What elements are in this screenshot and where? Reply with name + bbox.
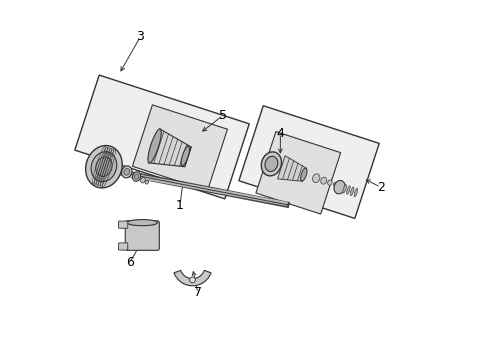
Polygon shape xyxy=(174,270,211,286)
Ellipse shape xyxy=(300,168,306,181)
Polygon shape xyxy=(239,106,379,219)
Ellipse shape xyxy=(147,129,161,163)
Ellipse shape xyxy=(181,146,189,166)
Text: 2: 2 xyxy=(376,181,384,194)
Ellipse shape xyxy=(91,152,117,182)
Ellipse shape xyxy=(85,145,122,188)
Ellipse shape xyxy=(327,180,331,185)
Polygon shape xyxy=(75,75,249,199)
Text: 4: 4 xyxy=(276,127,284,140)
Polygon shape xyxy=(148,129,191,167)
Ellipse shape xyxy=(122,166,132,178)
Polygon shape xyxy=(255,132,340,214)
Ellipse shape xyxy=(261,152,281,176)
Ellipse shape xyxy=(140,177,145,183)
Ellipse shape xyxy=(342,186,343,188)
Ellipse shape xyxy=(132,172,140,181)
Ellipse shape xyxy=(127,220,157,226)
Ellipse shape xyxy=(123,168,129,175)
Text: 6: 6 xyxy=(125,256,133,269)
Ellipse shape xyxy=(145,180,148,184)
Ellipse shape xyxy=(349,187,353,195)
Text: 1: 1 xyxy=(176,199,183,212)
Text: 5: 5 xyxy=(219,109,226,122)
Ellipse shape xyxy=(134,174,139,179)
FancyBboxPatch shape xyxy=(118,221,127,228)
Polygon shape xyxy=(277,156,306,181)
Ellipse shape xyxy=(320,177,326,184)
Ellipse shape xyxy=(338,185,340,187)
Text: 3: 3 xyxy=(136,30,144,43)
Ellipse shape xyxy=(353,188,357,197)
Ellipse shape xyxy=(264,156,277,171)
Circle shape xyxy=(189,277,195,283)
Ellipse shape xyxy=(312,174,319,183)
Ellipse shape xyxy=(342,185,346,193)
Text: 7: 7 xyxy=(193,287,202,300)
Ellipse shape xyxy=(333,180,345,194)
Polygon shape xyxy=(132,105,227,190)
FancyBboxPatch shape xyxy=(125,221,159,250)
FancyBboxPatch shape xyxy=(118,243,127,250)
Ellipse shape xyxy=(96,157,112,176)
Ellipse shape xyxy=(333,183,336,186)
Ellipse shape xyxy=(346,186,349,194)
